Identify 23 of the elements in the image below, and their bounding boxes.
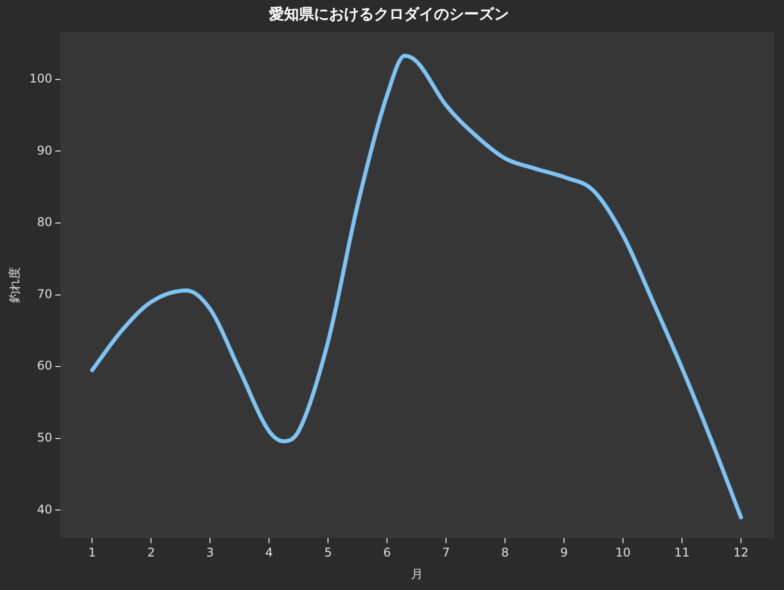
x-tick-label: 7 (442, 546, 450, 560)
y-tick-label: 60 (37, 358, 52, 373)
y-tick-label: 80 (37, 215, 52, 230)
y-tick-label: 70 (37, 286, 52, 301)
x-axis-title: 月 (411, 566, 424, 581)
line-series (90, 54, 743, 520)
x-tick-label: 8 (501, 546, 509, 560)
x-tick-label: 3 (206, 546, 214, 560)
y-tick-label: 90 (37, 143, 52, 158)
x-tick-label: 12 (733, 546, 749, 560)
y-tick-label: 40 (37, 502, 52, 516)
x-tick-label: 6 (383, 546, 391, 560)
y-tick-label: 100 (29, 72, 52, 86)
x-tick-label: 2 (147, 546, 155, 560)
chart-title: 愛知県におけるクロダイのシーズン (269, 4, 509, 23)
x-tick-label: 10 (615, 546, 631, 560)
x-tick-label: 9 (560, 546, 568, 560)
x-tick-label: 5 (324, 546, 332, 560)
x-tick-label: 4 (265, 546, 273, 560)
x-tick-label: 1 (88, 546, 96, 560)
y-tick-label: 50 (37, 430, 52, 445)
y-axis-title: 釣れ度 (7, 267, 22, 304)
x-tick-label: 11 (674, 546, 690, 560)
